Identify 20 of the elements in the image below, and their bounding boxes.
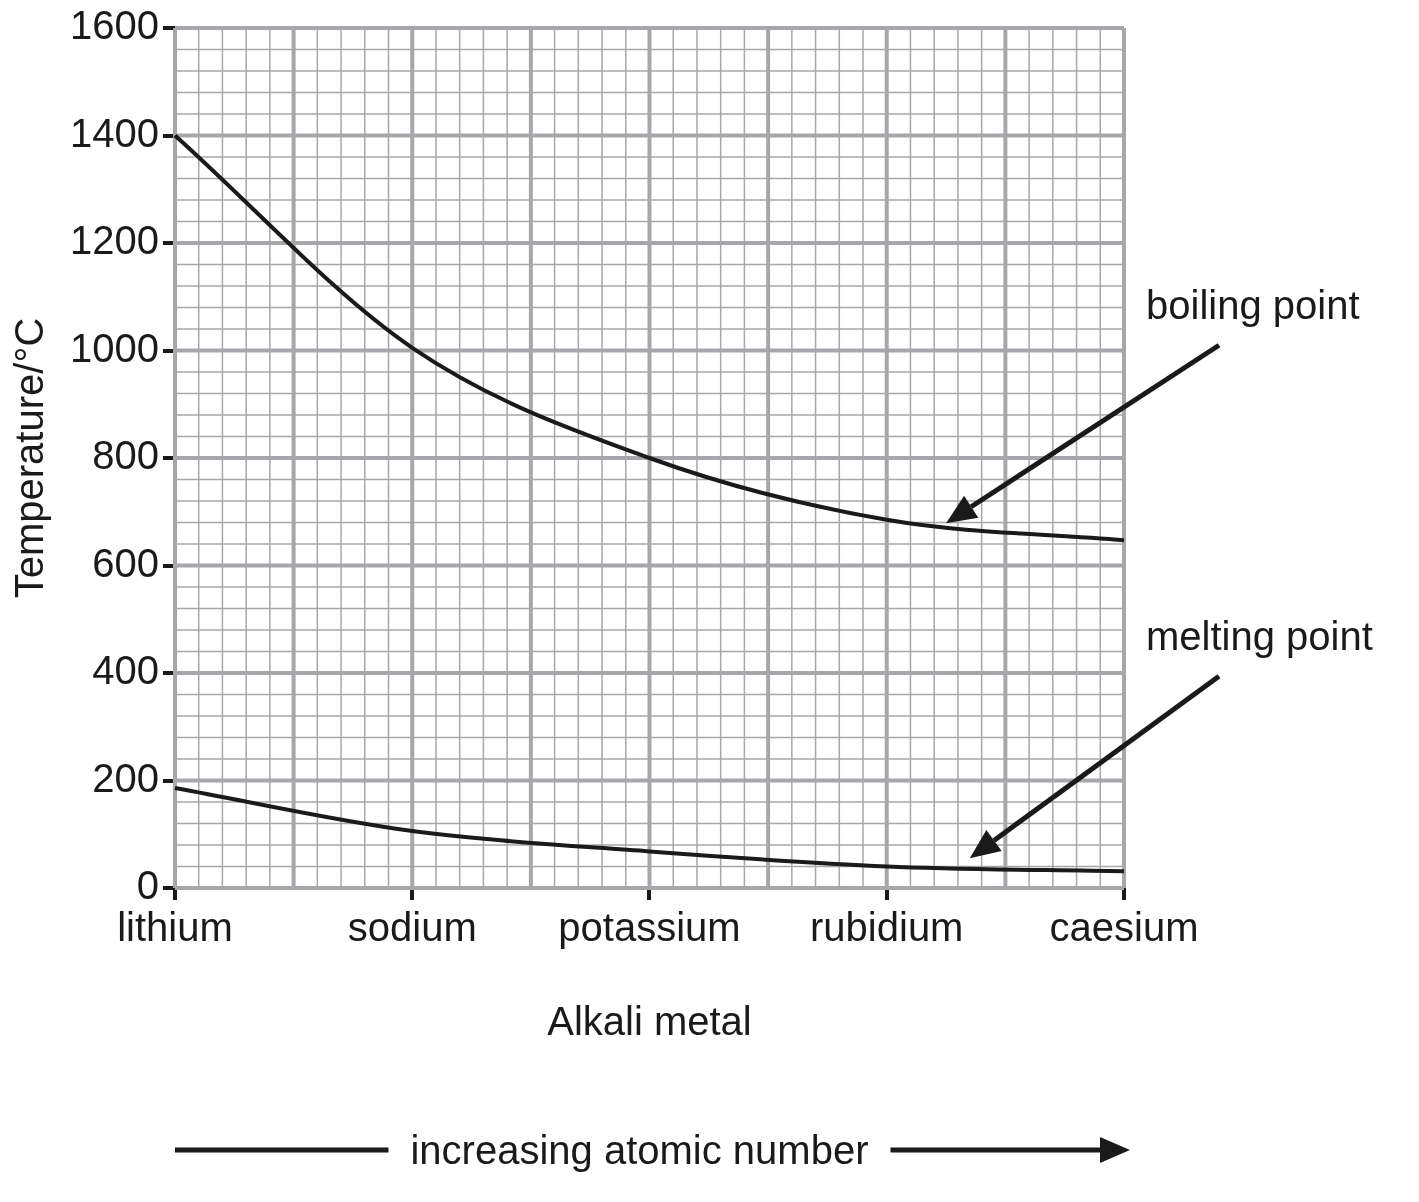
y-tick-label: 800: [92, 433, 159, 478]
text: increasing atomic number: [410, 1127, 869, 1173]
x-axis-title: Alkali metal: [547, 999, 752, 1044]
y-tick-label: 0: [136, 863, 159, 908]
y-tick-label: 200: [92, 755, 159, 800]
y-axis-title: Temperature/°C: [7, 317, 52, 599]
text: melting point: [1146, 613, 1373, 659]
y-tick-label: 600: [92, 540, 159, 585]
y-tick-label: 1600: [70, 3, 159, 48]
text: boiling point: [1146, 282, 1360, 328]
y-tick-label: 1200: [70, 218, 159, 263]
line-series: [172, 786, 1126, 874]
x-tick-label: potassium: [558, 905, 741, 950]
x-tick-label: rubidium: [810, 905, 964, 950]
x-tick-label: caesium: [1049, 905, 1199, 950]
y-tick-label: 1400: [70, 110, 159, 155]
y-tick-label: 1000: [70, 325, 159, 370]
x-tick-label: lithium: [117, 905, 233, 950]
y-tick-label: 400: [92, 648, 159, 693]
x-tick-label: sodium: [347, 905, 477, 950]
